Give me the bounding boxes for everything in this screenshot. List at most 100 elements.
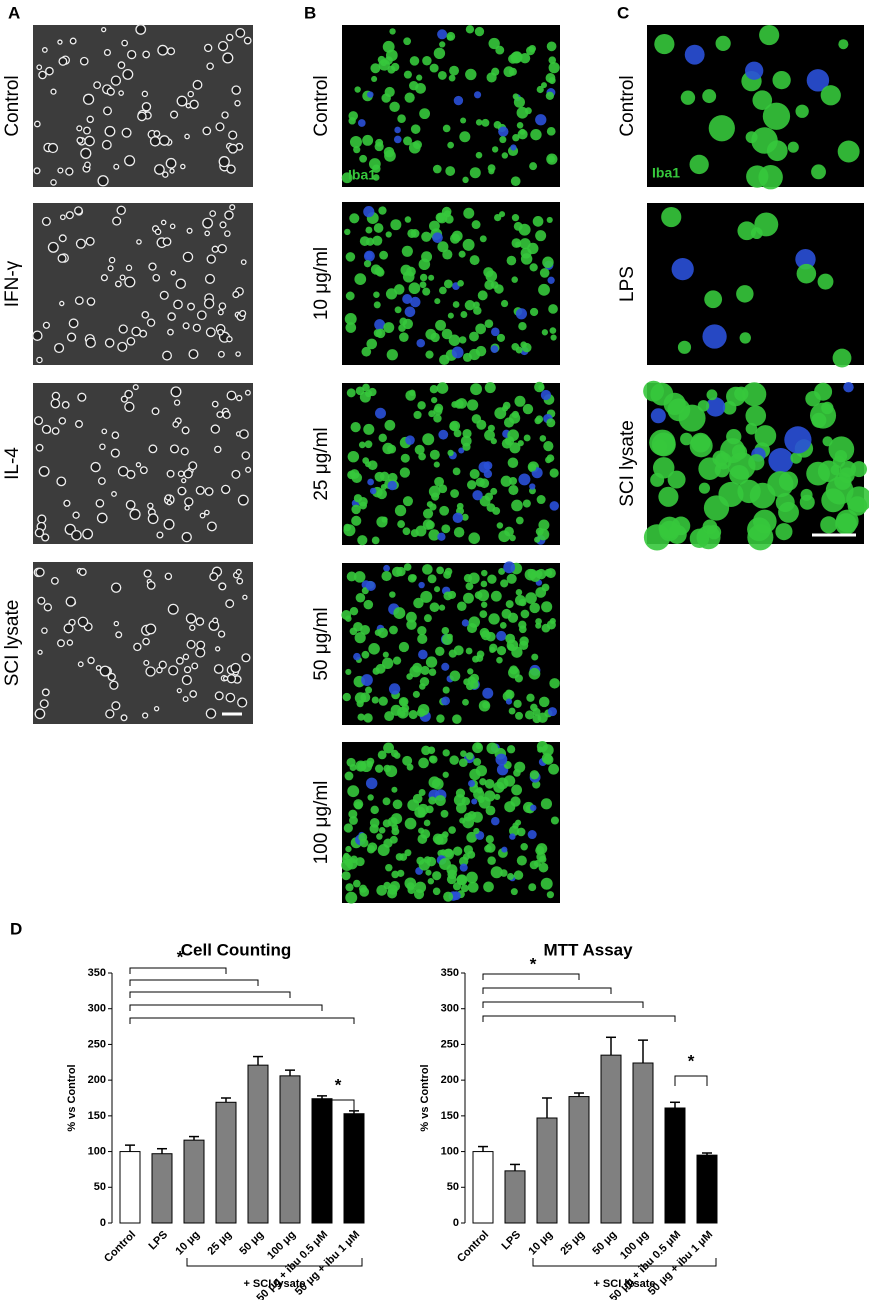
cell — [498, 126, 509, 137]
cell — [384, 419, 396, 431]
cell — [344, 228, 351, 236]
x-tick-label: 50 μg — [590, 1229, 619, 1258]
cell — [74, 296, 84, 305]
cell — [526, 693, 535, 702]
cell — [369, 818, 380, 828]
cell — [232, 290, 240, 299]
cell — [480, 601, 488, 608]
cell — [439, 41, 446, 48]
cell — [125, 264, 133, 272]
cell — [58, 234, 67, 243]
cell — [441, 328, 453, 340]
cell — [837, 140, 860, 163]
cell — [467, 881, 479, 893]
cell — [462, 176, 469, 184]
cell — [404, 92, 415, 103]
cell — [469, 768, 481, 781]
cell — [394, 306, 402, 314]
cell — [434, 298, 441, 305]
row-label: 100 μg/ml — [311, 781, 332, 865]
cell — [472, 490, 483, 501]
cell — [351, 515, 362, 526]
cell — [167, 603, 179, 615]
cell — [698, 482, 711, 494]
cell — [185, 102, 192, 109]
cell — [86, 297, 96, 306]
cell — [352, 879, 361, 888]
cell — [418, 258, 431, 271]
cell — [536, 85, 544, 94]
cell — [426, 856, 437, 867]
cell — [241, 653, 251, 663]
cell — [181, 531, 192, 543]
cell — [120, 714, 128, 722]
image-frame — [33, 203, 253, 365]
cell — [518, 473, 531, 486]
cell — [445, 166, 456, 176]
cell — [104, 125, 116, 137]
row-label: IFN-γ — [2, 260, 23, 307]
cell — [345, 252, 356, 262]
cell — [146, 580, 156, 590]
cell — [117, 61, 126, 70]
cell — [485, 805, 496, 816]
cell — [226, 164, 236, 174]
cell — [184, 505, 190, 511]
cell — [532, 707, 541, 716]
cell — [466, 399, 479, 411]
cell — [529, 162, 538, 171]
cell — [215, 646, 221, 652]
cell — [37, 514, 47, 524]
cell — [762, 102, 791, 130]
cell — [96, 512, 108, 524]
cell — [515, 594, 526, 606]
cell — [217, 40, 229, 52]
cell — [506, 573, 517, 584]
cell — [187, 90, 194, 98]
cell — [35, 567, 45, 577]
cell — [714, 452, 732, 470]
cell — [511, 646, 523, 658]
cell — [101, 428, 108, 435]
cell — [378, 433, 387, 443]
cell — [548, 304, 558, 314]
cell — [438, 484, 448, 494]
cell — [466, 871, 478, 884]
cell — [169, 168, 175, 174]
cell — [658, 486, 679, 507]
cell — [420, 665, 430, 676]
cell — [418, 452, 426, 461]
cell — [390, 219, 402, 231]
cell — [471, 811, 483, 823]
micrograph — [33, 24, 253, 187]
cell — [501, 152, 509, 159]
cell — [131, 326, 142, 337]
cell — [442, 249, 453, 260]
cell — [481, 118, 490, 127]
cell — [77, 392, 87, 402]
significance-bracket — [482, 1001, 644, 1008]
cell — [209, 210, 217, 217]
cell — [491, 816, 500, 826]
cell — [403, 563, 412, 571]
cell — [118, 90, 124, 96]
cell — [508, 485, 519, 496]
cell — [499, 136, 507, 144]
micrograph — [647, 24, 864, 190]
cell — [381, 516, 388, 523]
cell — [417, 834, 428, 844]
significance-bracket — [482, 973, 580, 980]
cell — [373, 291, 380, 298]
cell — [378, 696, 388, 706]
cell — [225, 599, 235, 609]
bar — [311, 1098, 333, 1224]
cell — [362, 134, 374, 146]
cell — [354, 273, 367, 286]
cell — [447, 141, 454, 149]
cell — [239, 309, 247, 317]
cell — [484, 779, 495, 789]
cell — [195, 485, 205, 495]
cell — [541, 744, 554, 757]
cell — [456, 874, 468, 886]
cell — [195, 647, 206, 658]
